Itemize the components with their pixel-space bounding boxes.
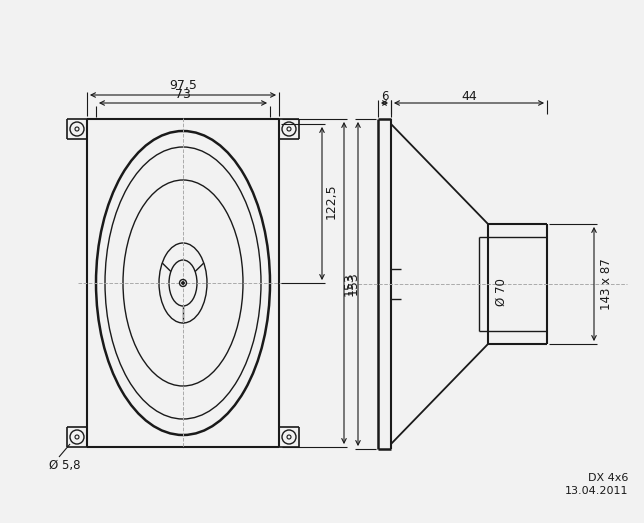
Text: DX 4x6: DX 4x6 (587, 473, 628, 483)
Text: 13.04.2011: 13.04.2011 (565, 486, 628, 496)
Text: 44: 44 (461, 89, 477, 103)
Text: Ø 5,8: Ø 5,8 (49, 459, 80, 472)
Text: 122,5: 122,5 (325, 183, 337, 219)
Text: 153: 153 (346, 271, 359, 295)
Text: 73: 73 (175, 87, 191, 100)
Text: 97,5: 97,5 (169, 79, 197, 93)
Text: 6: 6 (381, 89, 388, 103)
Text: 143 x 87: 143 x 87 (600, 258, 614, 310)
Circle shape (182, 282, 184, 284)
Text: Ø 70: Ø 70 (495, 278, 507, 306)
Text: 153: 153 (343, 272, 355, 296)
